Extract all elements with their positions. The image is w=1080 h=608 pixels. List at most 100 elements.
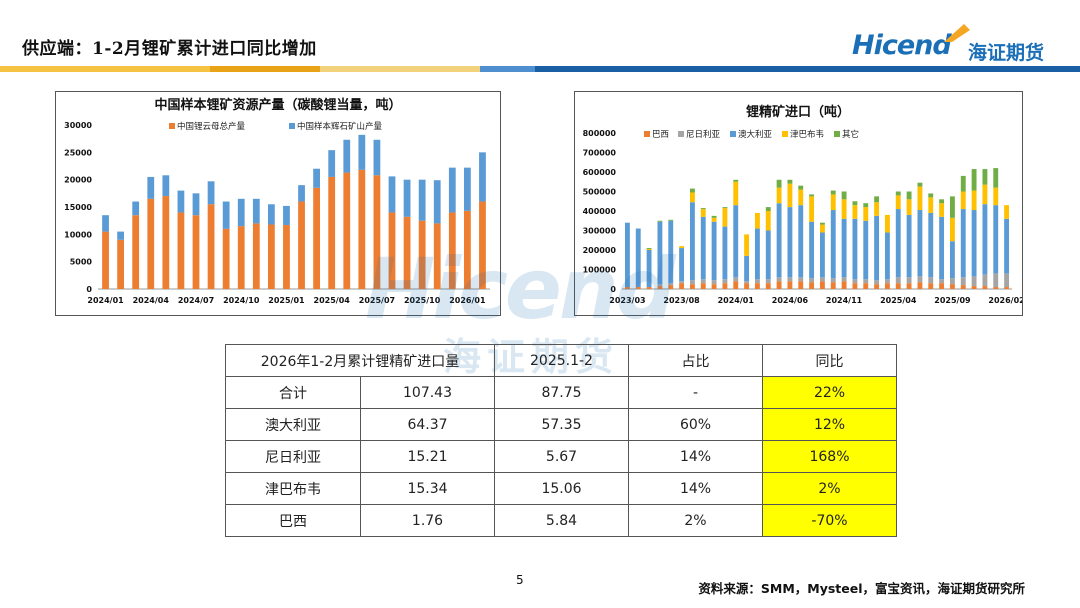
bar-segment	[809, 194, 815, 197]
bar-segment	[689, 280, 695, 285]
bar-segment	[237, 198, 245, 227]
bar-segment	[700, 283, 706, 289]
bar-segment	[744, 281, 750, 284]
bar-segment	[906, 214, 912, 278]
legend-swatch	[834, 131, 840, 137]
bar-segment	[700, 216, 706, 280]
bar-segment	[971, 169, 977, 191]
table-cell: 1.76	[360, 504, 495, 537]
bar-segment	[830, 278, 836, 283]
x-tick-label: 2024/01	[87, 296, 124, 305]
bar-segment	[328, 176, 336, 289]
bar-segment	[403, 179, 411, 217]
x-tick-label: 2024/10	[223, 296, 260, 305]
bar-segment	[722, 279, 728, 284]
table-cell: 合计	[225, 376, 361, 409]
bar-segment	[776, 179, 782, 188]
bar-segment	[863, 207, 869, 221]
bar-segment	[776, 277, 782, 282]
bar-segment	[711, 217, 717, 222]
y-tick-label: 0	[610, 285, 616, 294]
table-cell: 5.67	[494, 440, 629, 473]
y-tick-label: 5000	[70, 258, 93, 267]
source-note: 资料来源：SMM，Mysteel，富宝资讯，海证期货研究所	[698, 581, 1025, 596]
bar-segment	[298, 201, 305, 289]
y-tick-label: 600000	[583, 168, 617, 177]
bar-segment	[798, 189, 804, 206]
bar-segment	[298, 185, 305, 202]
y-tick-label: 200000	[583, 246, 617, 255]
bar-segment	[765, 207, 771, 211]
bar-segment	[679, 281, 685, 284]
bar-segment	[852, 201, 858, 206]
bar-segment	[787, 179, 793, 184]
import-table: 2026年1-2月累计锂精矿进口量 2025.1-2 占比 同比 合计 107.…	[225, 344, 897, 537]
bar-segment	[635, 287, 641, 289]
legend-swatch	[644, 131, 650, 137]
bar-segment	[679, 246, 685, 249]
y-tick-label: 20000	[64, 176, 92, 185]
bar-segment	[624, 287, 630, 289]
bar-segment	[798, 277, 804, 282]
table-cell: 2%	[628, 504, 763, 537]
table-header-row: 2026年1-2月累计锂精矿进口量 2025.1-2 占比 同比	[225, 344, 897, 377]
bar-segment	[646, 250, 652, 288]
bar-segment	[939, 203, 945, 217]
bar-segment	[222, 201, 230, 229]
bar-segment	[668, 219, 674, 221]
bar-segment	[722, 207, 728, 209]
y-tick-label: 15000	[64, 203, 92, 212]
bar-segment	[884, 279, 890, 284]
bar-segment	[373, 139, 381, 176]
bar-segment	[928, 193, 934, 198]
table-cell: 15.21	[360, 440, 495, 473]
bar-segment	[819, 224, 825, 233]
table-cell: 60%	[628, 408, 763, 441]
bar-segment	[657, 284, 663, 287]
bar-segment	[252, 223, 260, 289]
bar-segment	[949, 217, 955, 242]
bar-segment	[403, 216, 411, 289]
bar-segment	[841, 218, 847, 278]
bar-segment	[895, 195, 901, 210]
bar-segment	[358, 134, 366, 170]
bar-segment	[776, 187, 782, 204]
bar-segment	[102, 215, 109, 232]
bar-segment	[448, 212, 456, 289]
bar-segment	[711, 280, 717, 285]
table-cell-yoy: 12%	[762, 408, 897, 441]
x-tick-label: 2023/08	[663, 296, 700, 305]
legend-swatch	[289, 123, 295, 129]
table-row: 尼日利亚 15.21 5.67 14% 168%	[225, 440, 897, 473]
bar-segment	[917, 186, 923, 211]
bar-segment	[863, 283, 869, 289]
bar-segment	[177, 190, 185, 213]
bar-segment	[283, 225, 290, 289]
bar-segment	[733, 205, 739, 278]
table-cell-yoy: -70%	[762, 504, 897, 537]
table-cell-yoy: 168%	[762, 440, 897, 473]
bar-segment	[765, 279, 771, 284]
bar-segment	[358, 169, 366, 289]
bar-segment	[841, 281, 847, 289]
bar-segment	[906, 277, 912, 284]
bar-segment	[479, 201, 486, 289]
bar-segment	[700, 208, 706, 210]
bar-segment	[192, 193, 200, 216]
bar-segment	[418, 179, 426, 221]
bar-segment	[313, 187, 320, 289]
legend-label: 巴西	[652, 130, 669, 140]
bar-segment	[252, 198, 260, 224]
bar-segment	[852, 205, 858, 219]
bar-segment	[162, 196, 170, 289]
y-tick-label: 30000	[64, 121, 92, 130]
bar-segment	[798, 205, 804, 278]
y-tick-label: 400000	[583, 207, 617, 216]
bar-segment	[192, 215, 200, 289]
page-number: 5	[516, 573, 524, 587]
bar-segment	[711, 215, 717, 218]
legend-label: 澳大利亚	[738, 129, 773, 140]
legend-label: 中国锂云母总产量	[177, 121, 246, 132]
bar-segment	[463, 167, 471, 211]
bar-segment	[949, 241, 955, 279]
